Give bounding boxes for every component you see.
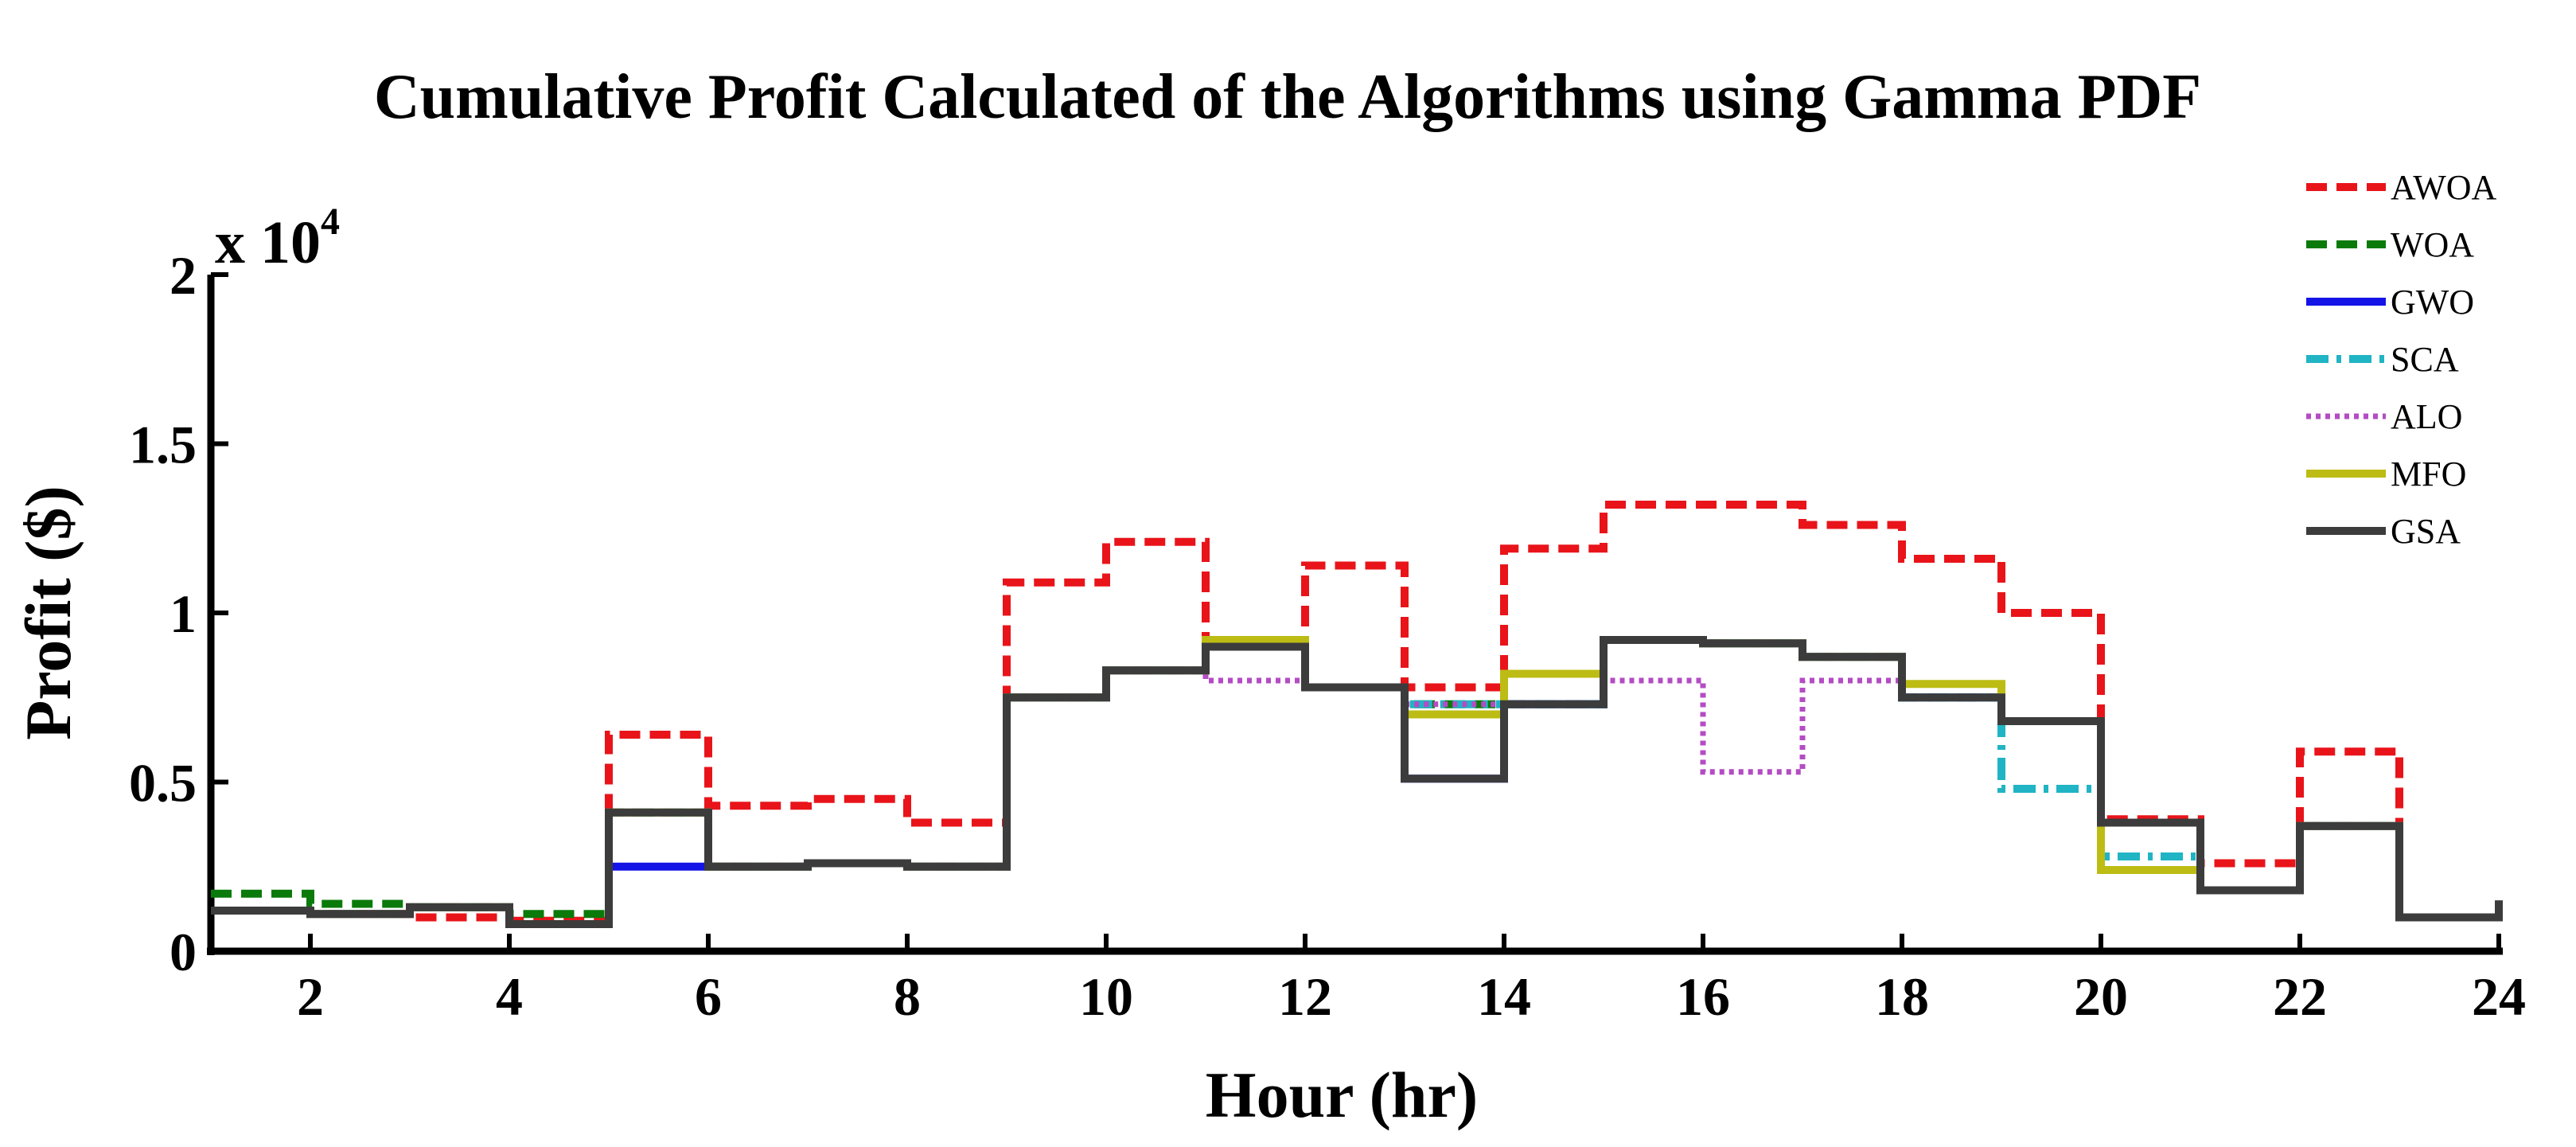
y-tick-label: 0	[170, 922, 197, 982]
y-tick-label: 1.5	[129, 415, 197, 475]
x-tick-label: 22	[2273, 966, 2327, 1027]
y-axis-label: Profit ($)	[12, 486, 84, 740]
legend-label-woa: WOA	[2391, 225, 2474, 264]
y-tick-label: 2	[170, 245, 197, 306]
legend-label-gwo: GWO	[2391, 283, 2474, 322]
x-tick-label: 18	[1875, 966, 1929, 1027]
series-line-mfo	[211, 636, 2503, 928]
x-tick-label: 24	[2472, 966, 2526, 1027]
x-tick-label: 8	[894, 966, 921, 1027]
series-line-awoa	[211, 501, 2503, 925]
legend-label-sca: SCA	[2391, 340, 2459, 379]
y-axis-multiplier-exponent: 4	[321, 201, 340, 243]
y-axis-multiplier: x 104	[215, 201, 340, 276]
y-tick-label: 1	[170, 583, 197, 644]
x-tick-label: 20	[2074, 966, 2128, 1027]
x-tick-label: 16	[1676, 966, 1730, 1027]
x-tick-label: 12	[1278, 966, 1332, 1027]
legend-label-gsa: GSA	[2391, 512, 2461, 551]
legend-label-mfo: MFO	[2391, 455, 2466, 494]
x-tick-label: 10	[1079, 966, 1133, 1027]
legend-label-awoa: AWOA	[2391, 168, 2497, 207]
series-line-gsa	[211, 636, 2503, 928]
x-tick-label: 2	[297, 966, 324, 1027]
x-tick-label: 4	[496, 966, 523, 1027]
y-tick-label: 0.5	[129, 753, 197, 813]
y-axis-multiplier-base: x 10	[215, 209, 321, 276]
series-line-gwo	[211, 636, 2503, 928]
axes	[207, 275, 2503, 955]
legend-label-alo: ALO	[2391, 397, 2462, 436]
x-tick-label: 14	[1477, 966, 1531, 1027]
series-layer	[211, 501, 2503, 928]
legend: AWOA WOA GWO SCA ALO MFO GSA	[2306, 168, 2497, 551]
series-line-woa	[211, 636, 2503, 922]
chart-title: Cumulative Profit Calculated of the Algo…	[374, 62, 2201, 132]
x-tick-label: 6	[695, 966, 722, 1027]
x-axis-label: Hour (hr)	[1206, 1059, 1478, 1131]
series-line-sca	[211, 636, 2503, 928]
series-line-alo	[211, 667, 2502, 927]
